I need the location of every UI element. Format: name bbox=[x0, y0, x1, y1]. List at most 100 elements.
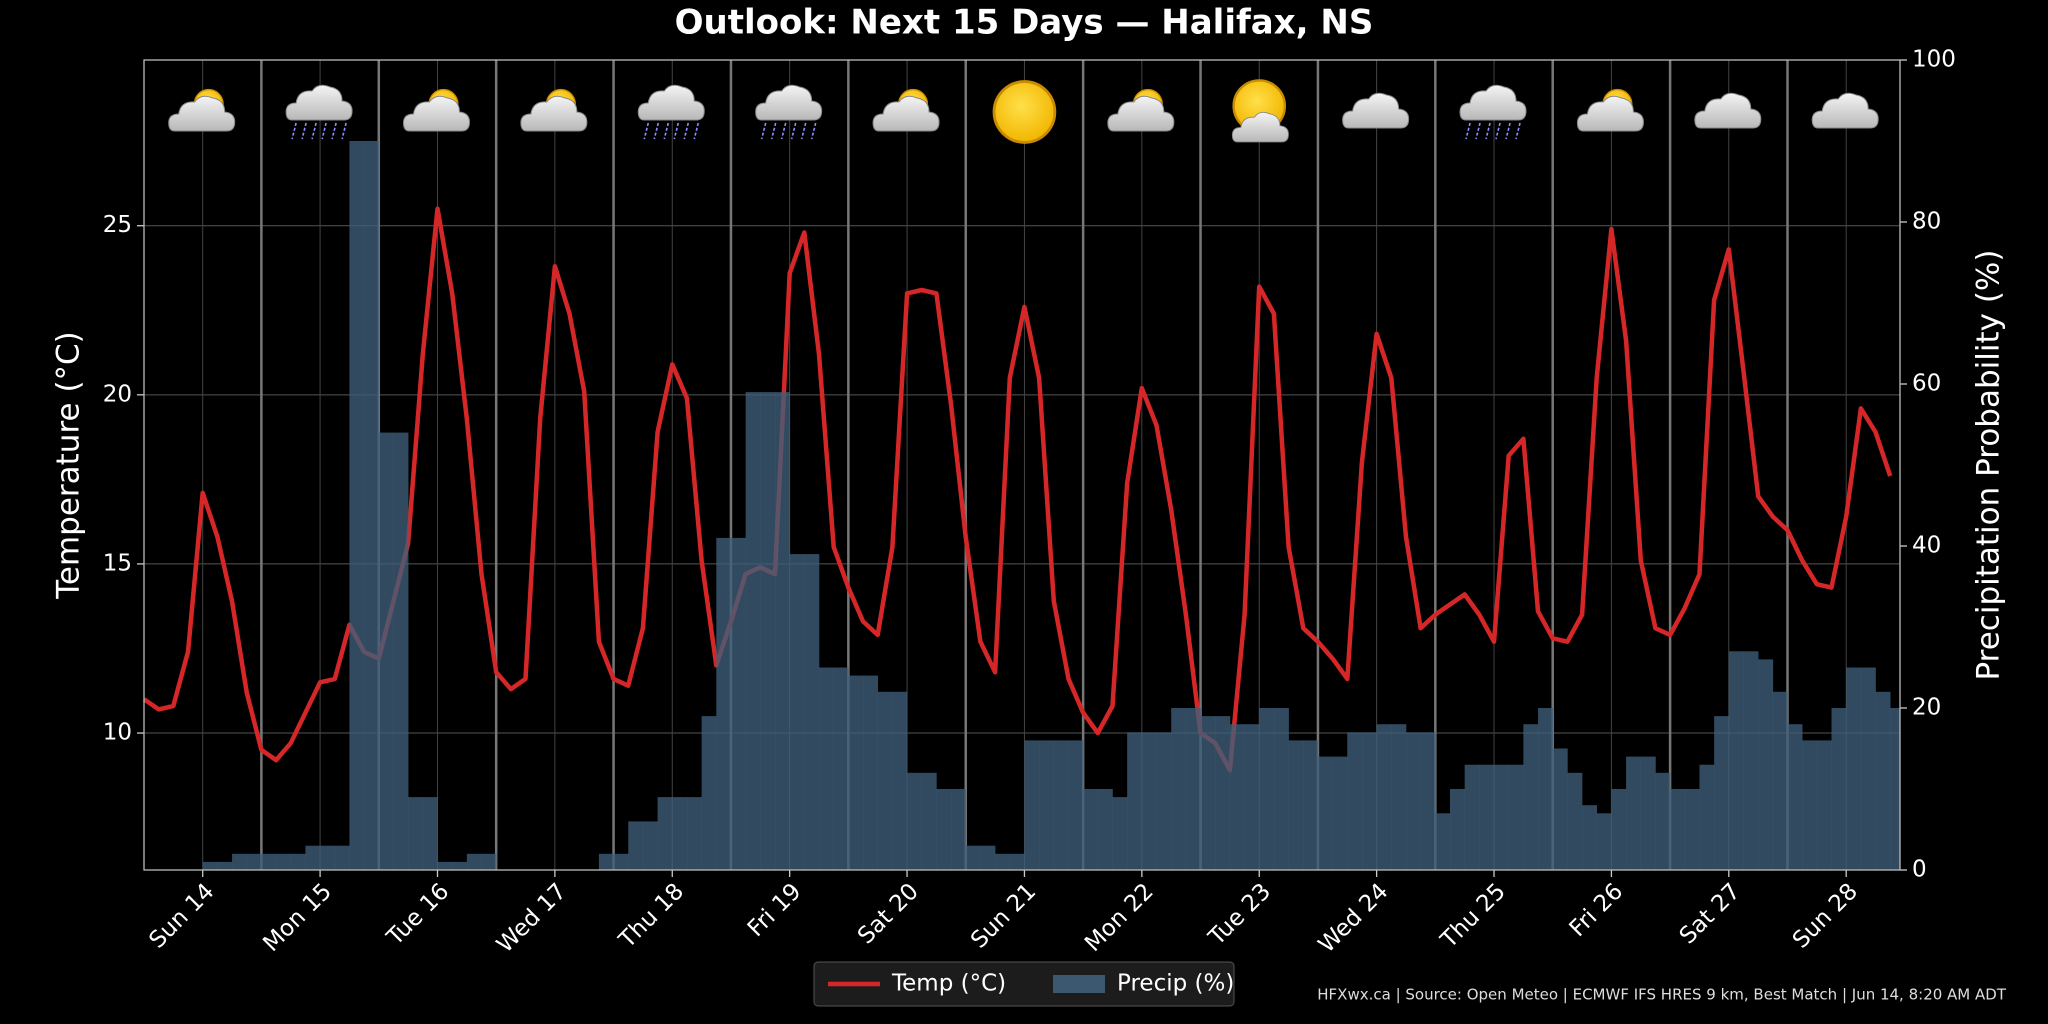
cloud-shape bbox=[285, 84, 353, 121]
precip-bar bbox=[1215, 716, 1231, 870]
x-tick-label: Mon 15 bbox=[258, 878, 337, 957]
legend-label: Temp (°C) bbox=[891, 971, 1006, 997]
precip-bar bbox=[1699, 764, 1715, 870]
precip-bar bbox=[1229, 724, 1245, 870]
precip-bar bbox=[642, 821, 658, 870]
x-tick-label: Sat 20 bbox=[853, 878, 924, 949]
precip-bar bbox=[1464, 764, 1480, 870]
precip-bar bbox=[1802, 740, 1818, 870]
precip-bar bbox=[833, 667, 849, 870]
rain-shape bbox=[760, 122, 817, 140]
rain-shape bbox=[291, 122, 347, 140]
precip-bar bbox=[1332, 756, 1348, 870]
precip-bar bbox=[657, 797, 673, 870]
precip-bar bbox=[892, 691, 908, 870]
precip-bar bbox=[1053, 740, 1069, 870]
precip-bar bbox=[995, 853, 1011, 870]
plot-data bbox=[142, 141, 1901, 870]
precip-bar bbox=[774, 392, 790, 870]
weather-icon bbox=[402, 88, 470, 132]
plot-frame bbox=[143, 59, 1901, 871]
weather-icon bbox=[285, 84, 353, 140]
precip-bar bbox=[965, 845, 981, 870]
precip-bar bbox=[437, 861, 453, 870]
x-tick-label: Thu 18 bbox=[614, 878, 690, 954]
y-tick-label: 20 bbox=[103, 381, 132, 407]
precip-bar bbox=[1068, 740, 1084, 870]
rain-shape bbox=[1465, 122, 1521, 140]
precip-bar bbox=[1361, 732, 1377, 870]
precip-bar bbox=[1714, 716, 1730, 870]
precip-bar bbox=[819, 667, 834, 870]
x-tick-label: Sun 21 bbox=[966, 878, 1041, 953]
legend-label: Precip (%) bbox=[1117, 971, 1234, 997]
weather-icon bbox=[1107, 88, 1175, 132]
y2-tick-label: 80 bbox=[1912, 209, 1941, 235]
x-tick-label: Sat 27 bbox=[1675, 878, 1746, 949]
precip-bar bbox=[1787, 724, 1803, 870]
precip-bar bbox=[481, 853, 497, 870]
sun-shape bbox=[992, 80, 1057, 144]
precip-bar bbox=[951, 789, 967, 870]
precip-bar bbox=[1670, 789, 1686, 870]
cloud-shape bbox=[872, 95, 940, 132]
precip-bar bbox=[1185, 708, 1201, 870]
precip-bar bbox=[1376, 724, 1392, 870]
x-tick-label: Fri 19 bbox=[743, 878, 807, 942]
precip-bar bbox=[1435, 813, 1451, 870]
precip-bar bbox=[804, 554, 820, 870]
legend-swatch bbox=[1053, 975, 1105, 993]
x-tick-label: Fri 26 bbox=[1565, 878, 1629, 942]
cloud-shape bbox=[520, 95, 588, 132]
weather-icon bbox=[1811, 92, 1879, 129]
precip-bar bbox=[349, 141, 365, 870]
precip-bar bbox=[1538, 708, 1554, 870]
precip-bar bbox=[378, 432, 394, 870]
precip-bar bbox=[452, 861, 468, 870]
y2-tick-label: 20 bbox=[1912, 695, 1941, 721]
precip-bar bbox=[1640, 756, 1656, 870]
precip-bar bbox=[393, 432, 409, 870]
x-tick-label: Wed 17 bbox=[492, 878, 572, 958]
precip-bar bbox=[1200, 716, 1216, 870]
weather-icon bbox=[992, 80, 1057, 144]
precip-bar bbox=[408, 797, 424, 870]
weather-icon bbox=[1694, 92, 1762, 129]
weather-icon bbox=[520, 88, 588, 132]
precip-bar bbox=[1582, 805, 1598, 870]
precip-bar bbox=[1684, 789, 1700, 870]
precip-bar bbox=[1875, 691, 1891, 870]
x-tick-label: Tue 23 bbox=[1203, 878, 1276, 951]
weather-icon bbox=[755, 84, 823, 140]
precip-bar bbox=[1816, 740, 1832, 870]
precip-bar bbox=[364, 141, 380, 870]
precip-bar bbox=[1626, 756, 1642, 870]
precip-bar bbox=[716, 537, 732, 870]
y2-tick-label: 100 bbox=[1912, 47, 1956, 73]
weather-icon bbox=[1459, 84, 1527, 140]
y2-tick-label: 40 bbox=[1912, 533, 1941, 559]
precip-bar bbox=[877, 691, 893, 870]
y2-tick-label: 0 bbox=[1912, 857, 1927, 883]
precip-bar bbox=[290, 853, 306, 870]
weather-icon bbox=[637, 84, 705, 140]
cloud-shape bbox=[1459, 84, 1527, 121]
weather-icon bbox=[168, 88, 236, 132]
precip-bar bbox=[848, 675, 864, 870]
weather-icon bbox=[1576, 88, 1644, 132]
weather-icon bbox=[1231, 79, 1289, 143]
precip-bar bbox=[789, 554, 805, 870]
precip-bar bbox=[1009, 853, 1025, 870]
cloud-shape bbox=[755, 84, 823, 121]
precip-bar bbox=[276, 853, 292, 870]
y-tick-label: 10 bbox=[103, 720, 132, 746]
weather-icons bbox=[168, 79, 1879, 144]
y2-axis-title: Precipitation Probability (%) bbox=[1971, 250, 2007, 681]
precip-bar bbox=[1303, 740, 1319, 870]
precip-bar bbox=[613, 853, 629, 870]
precip-bar bbox=[760, 392, 776, 870]
precip-bar bbox=[1479, 764, 1495, 870]
precip-bar bbox=[334, 845, 350, 870]
